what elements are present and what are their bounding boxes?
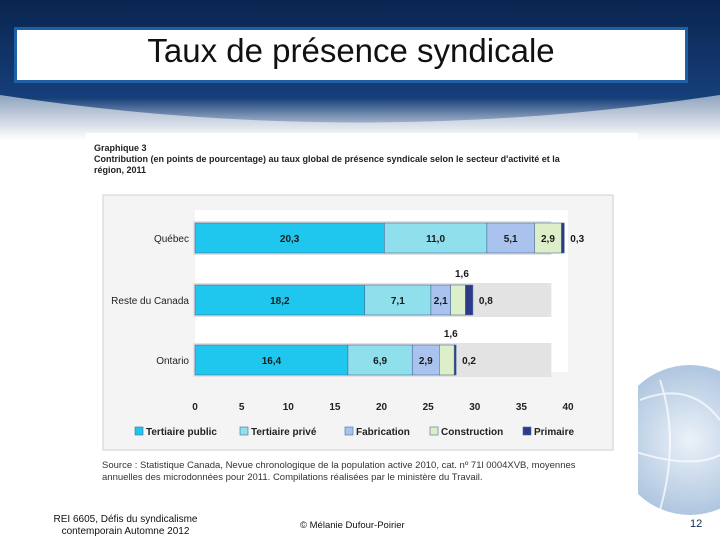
bar-segment — [194, 284, 366, 316]
data-label: 1,6 — [455, 269, 469, 280]
legend-swatch — [344, 426, 354, 436]
bar-segment — [439, 344, 455, 376]
legend-swatch — [429, 426, 439, 436]
x-tick-label: 40 — [562, 402, 574, 413]
x-tick-label: 10 — [283, 402, 295, 413]
category-label: Québec — [154, 234, 189, 245]
bar-segment — [465, 284, 474, 316]
category-label: Reste du Canada — [111, 296, 189, 307]
x-tick-label: 0 — [192, 402, 198, 413]
bar-segment — [364, 284, 432, 316]
legend-label: Tertiaire privé — [251, 427, 317, 438]
bar-segment — [411, 344, 440, 376]
figure-number: Graphique 3 — [94, 143, 147, 153]
bar-segment — [453, 344, 457, 376]
footer-course: REI 6605, Défis du syndicalisme contempo… — [38, 514, 213, 538]
bar-segment — [194, 344, 349, 376]
source-line1: Source : Statistique Canada, Nevue chron… — [102, 460, 576, 471]
data-label: 0,2 — [462, 356, 476, 367]
page-number: 12 — [690, 518, 703, 530]
figure-caption-line2: région, 2011 — [94, 165, 147, 175]
data-label: 0,8 — [479, 296, 493, 307]
data-label: 2,9 — [541, 234, 555, 245]
figure-caption-line1: Contribution (en points de pourcentage) … — [94, 154, 560, 164]
data-label: 0,3 — [570, 234, 584, 245]
category-label: Ontario — [156, 356, 189, 367]
data-label: 18,2 — [270, 296, 290, 307]
legend-label: Primaire — [534, 427, 574, 438]
legend-label: Tertiaire public — [146, 427, 217, 438]
data-label: 16,4 — [262, 356, 282, 367]
data-label: 7,1 — [391, 296, 405, 307]
bar-segment — [561, 222, 565, 254]
legend-swatch — [134, 426, 144, 436]
x-tick-label: 20 — [376, 402, 388, 413]
data-label: 2,1 — [434, 296, 448, 307]
x-tick-label: 35 — [516, 402, 528, 413]
footer-author: © Mélanie Dufour-Poirier — [300, 520, 405, 531]
slide-title: Taux de présence syndicale — [147, 32, 555, 69]
legend-label: Construction — [441, 427, 503, 438]
data-label: 20,3 — [280, 234, 300, 245]
data-label: 5,1 — [504, 234, 518, 245]
data-label: 6,9 — [373, 356, 387, 367]
title-box: Taux de présence syndicale — [14, 27, 688, 83]
bar-segment — [450, 284, 466, 316]
data-label: 2,9 — [419, 356, 433, 367]
x-tick-label: 15 — [329, 402, 341, 413]
legend-label: Fabrication — [356, 427, 410, 438]
data-label: 11,0 — [426, 234, 445, 245]
source-line2: annuelles des microdonnées pour 2011. Co… — [102, 472, 483, 483]
bar-segment — [486, 222, 535, 254]
bar-segment — [347, 344, 413, 376]
data-label: 1,6 — [444, 329, 458, 340]
footer-course-line2: contemporain Automne 2012 — [61, 526, 190, 537]
legend-swatch — [522, 426, 532, 436]
x-tick-label: 25 — [423, 402, 435, 413]
figure-heading: Graphique 3 Contribution (en points de p… — [94, 143, 634, 176]
x-tick-label: 5 — [239, 402, 245, 413]
x-tick-label: 30 — [469, 402, 481, 413]
figure-source: Source : Statistique Canada, Nevue chron… — [102, 460, 622, 484]
footer-course-line1: REI 6605, Défis du syndicalisme — [53, 514, 198, 525]
legend-swatch — [239, 426, 249, 436]
